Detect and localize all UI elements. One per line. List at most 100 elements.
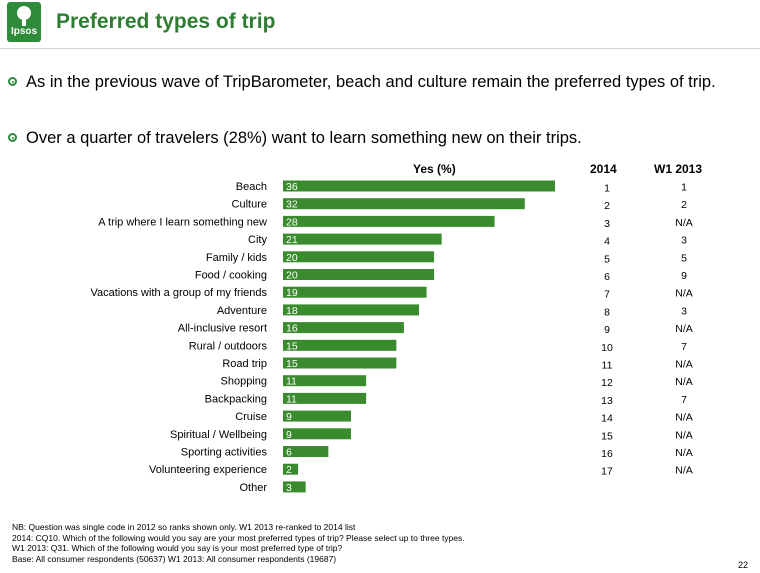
footnote: Base: All consumer respondents (50637) W… xyxy=(12,553,337,564)
column-header-2014: 2014 xyxy=(590,162,617,176)
rank-w1-2013: 9 xyxy=(681,270,687,282)
category-label: Road trip xyxy=(222,358,267,370)
bar xyxy=(283,410,351,422)
category-label: Sporting activities xyxy=(181,447,268,459)
category-label: Cruise xyxy=(235,411,267,423)
rank-w1-2013: N/A xyxy=(675,447,693,459)
bar xyxy=(283,339,397,351)
footnote: 2014: CQ10. Which of the following would… xyxy=(12,532,465,543)
bar-value-label: 3 xyxy=(286,482,292,494)
rank-w1-2013: 7 xyxy=(681,341,687,353)
page-title: Preferred types of trip xyxy=(56,10,276,33)
bullet-1-text: As in the previous wave of TripBarometer… xyxy=(26,73,716,91)
bar-value-label: 36 xyxy=(286,181,298,193)
rank-2014: 14 xyxy=(601,413,613,425)
rank-w1-2013: N/A xyxy=(675,412,693,424)
bar-value-label: 2 xyxy=(286,464,292,476)
ipsos-logo: Ipsos xyxy=(7,2,41,42)
rank-2014: 6 xyxy=(604,271,610,283)
category-label: Adventure xyxy=(217,305,267,317)
bar xyxy=(283,251,435,263)
bullet-2: Over a quarter of travelers (28%) want t… xyxy=(8,127,753,149)
rank-w1-2013: 3 xyxy=(681,305,687,317)
rank-w1-2013: 5 xyxy=(681,252,687,264)
bar-value-label: 9 xyxy=(286,411,292,423)
rank-2014: 16 xyxy=(601,448,613,460)
category-label: All-inclusive resort xyxy=(178,323,267,335)
rank-w1-2013: N/A xyxy=(675,376,693,388)
rank-w1-2013: N/A xyxy=(675,217,693,229)
bullet-2-text: Over a quarter of travelers (28%) want t… xyxy=(26,129,582,147)
rank-2014: 5 xyxy=(604,253,610,265)
rank-2014: 11 xyxy=(602,360,613,372)
bar xyxy=(283,446,329,457)
bar xyxy=(283,286,427,298)
rank-2014: 12 xyxy=(601,377,613,389)
rank-2014: 4 xyxy=(604,236,610,248)
rank-w1-2013: N/A xyxy=(675,359,693,371)
bar xyxy=(283,215,495,227)
category-label: Shopping xyxy=(221,376,268,388)
rank-w1-2013: 1 xyxy=(681,182,687,194)
rank-2014: 17 xyxy=(601,466,613,478)
bar xyxy=(283,269,435,280)
bar xyxy=(283,481,306,493)
category-label: Spiritual / Wellbeing xyxy=(170,429,267,441)
rank-2014: 10 xyxy=(601,342,613,354)
rank-w1-2013: N/A xyxy=(675,465,693,477)
category-label: Backpacking xyxy=(205,393,267,405)
bar xyxy=(283,304,419,316)
bar-value-label: 19 xyxy=(286,287,298,299)
bar xyxy=(283,375,367,387)
bar-value-label: 11 xyxy=(286,376,297,388)
footnote: NB: Question was single code in 2012 so … xyxy=(12,522,356,532)
bar-value-label: 18 xyxy=(286,305,298,317)
bullet-icon xyxy=(8,127,26,149)
category-label: Volunteering experience xyxy=(149,464,267,476)
rank-w1-2013: N/A xyxy=(675,323,693,335)
rank-2014: 15 xyxy=(601,430,613,442)
rank-w1-2013: 2 xyxy=(681,199,687,211)
rank-2014: 9 xyxy=(604,324,610,336)
bar xyxy=(283,428,351,440)
category-label: A trip where I learn something new xyxy=(98,216,267,228)
rank-w1-2013: 7 xyxy=(681,394,687,406)
bar xyxy=(283,198,525,210)
bar xyxy=(283,392,367,404)
bar-value-label: 15 xyxy=(286,358,298,370)
rank-w1-2013: 3 xyxy=(681,235,687,247)
bar xyxy=(283,233,442,245)
bar-value-label: 9 xyxy=(286,429,292,441)
bullet-icon xyxy=(8,71,26,93)
bar-value-label: 15 xyxy=(286,340,298,352)
column-header-yes: Yes (%) xyxy=(413,162,456,176)
bar-value-label: 16 xyxy=(286,323,298,335)
rank-2014: 13 xyxy=(601,395,613,407)
rank-2014: 8 xyxy=(604,306,610,318)
rank-2014: 1 xyxy=(604,183,610,195)
logo-mark-icon xyxy=(17,6,31,26)
column-header-w1-2013: W1 2013 xyxy=(654,162,703,176)
bullet-1: As in the previous wave of TripBarometer… xyxy=(8,71,753,93)
category-label: Food / cooking xyxy=(195,270,267,282)
bar xyxy=(283,463,299,475)
bar xyxy=(283,357,397,369)
bar-value-label: 21 xyxy=(286,234,298,246)
rank-w1-2013: N/A xyxy=(675,429,693,441)
bar-value-label: 32 xyxy=(286,199,298,211)
rank-2014: 3 xyxy=(604,218,610,230)
bar xyxy=(283,180,555,192)
category-label: Beach xyxy=(236,181,267,193)
footnote: W1 2013: Q31. Which of the following wou… xyxy=(12,543,343,553)
category-label: Family / kids xyxy=(206,252,268,264)
bar-value-label: 28 xyxy=(286,216,298,228)
footnotes: NB: Question was single code in 2012 so … xyxy=(12,522,465,564)
bar-value-label: 20 xyxy=(286,270,298,282)
rank-w1-2013: N/A xyxy=(675,288,693,300)
bar-value-label: 6 xyxy=(286,447,292,459)
category-label: Culture xyxy=(232,199,267,211)
logo-text: Ipsos xyxy=(10,26,38,37)
category-label: Rural / outdoors xyxy=(189,340,268,352)
rank-2014: 7 xyxy=(604,289,610,301)
